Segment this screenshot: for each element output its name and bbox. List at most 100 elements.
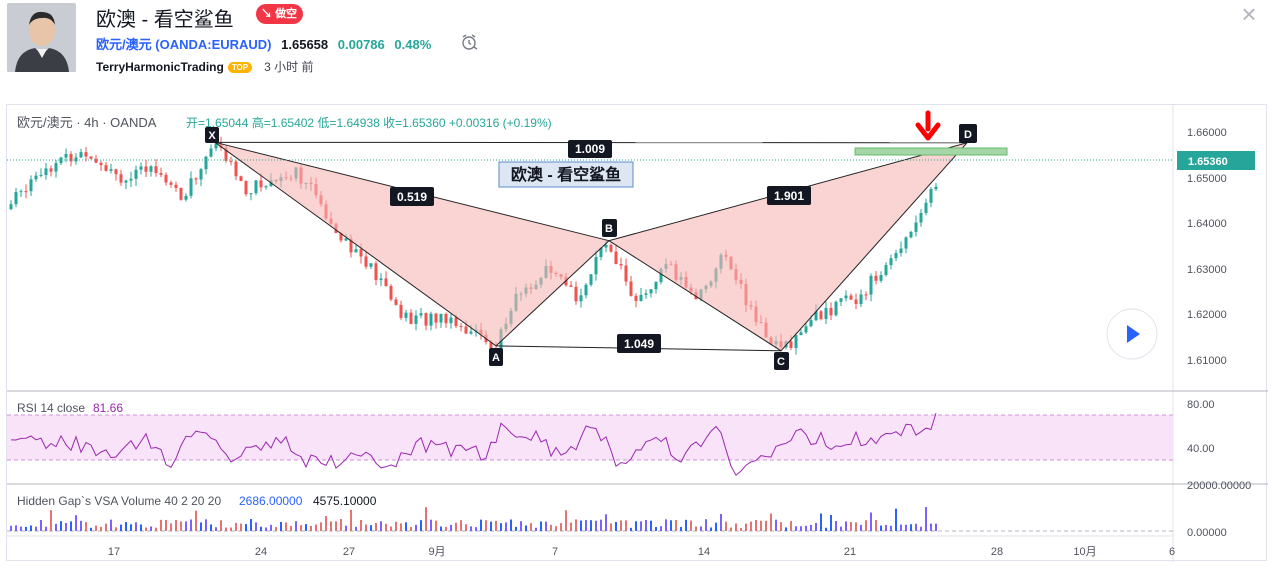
time-tick: 9月 [428,546,445,558]
volume-bar [880,526,882,531]
pattern-triangle-bcd [609,143,967,351]
time-tick: 27 [343,546,355,558]
author-avatar[interactable] [7,3,76,72]
symbol-name-link[interactable]: 欧元/澳元 [96,37,152,52]
volume-bar [735,524,737,531]
volume-bar [125,522,127,531]
price-scale[interactable]: 1.66000 1.65000 1.64000 1.63000 1.62000 … [1177,127,1255,367]
volume-bar [770,514,772,531]
volume-tick: 0.00000 [1187,527,1227,539]
volume-bar [755,520,757,531]
candle-body [100,163,103,165]
candle-body [900,249,903,253]
candle-body [150,166,153,172]
volume-bar [275,527,277,531]
candle-body [935,187,938,189]
volume-bar [20,527,22,531]
volume-bar [660,526,662,531]
volume-bar [185,521,187,531]
candle-body [15,192,18,204]
candle-body [175,185,178,188]
point-label-d-text: D [964,129,972,141]
candle-body [265,186,268,187]
chart-canvas[interactable]: X A B C D 1.009 0.519 1.901 1.049 欧澳 - 看… [7,105,1268,562]
time-tick: 21 [844,546,856,558]
author-name-link[interactable]: TerryHarmonicTrading [96,60,224,74]
candle-body [430,314,433,326]
rsi-band [7,415,1173,460]
volume-bar [620,520,622,531]
candle-body [20,191,23,192]
volume-bar [195,511,197,531]
volume-bar [470,526,472,531]
time-axis[interactable]: 17 24 27 9月 7 14 21 28 10月 6 [108,546,1175,558]
candle-body [65,154,68,158]
candle-body [445,314,448,323]
candle-body [80,152,83,157]
candle-body [35,176,38,180]
volume-bar [165,520,167,531]
volume-bar [905,525,907,531]
candle-body [110,169,113,171]
rsi-value: 81.66 [93,401,123,415]
volume-bar [510,520,512,531]
volume-bar [690,521,692,531]
volume-bar [845,521,847,531]
volume-bar [860,525,862,531]
volume-bar [455,523,457,531]
ratio-bd: 1.901 [767,186,811,205]
candle-body [240,176,243,181]
chart-container[interactable]: X A B C D 1.009 0.519 1.901 1.049 欧澳 - 看… [6,104,1267,561]
alarm-clock-icon[interactable] [460,33,480,51]
point-label-a: A [489,348,503,366]
volume-bar [800,526,802,531]
volume-bar [225,528,227,531]
play-button[interactable] [1107,309,1157,359]
candle-body [385,278,388,286]
volume-bar [80,521,82,531]
candle-body [620,264,623,266]
volume-bar [500,523,502,531]
candle-body [585,285,588,296]
candle-body [615,252,618,264]
volume-value-2: 4575.10000 [313,494,377,508]
point-label-a-text: A [492,352,500,364]
volume-bar [595,521,597,531]
candle-body [450,318,453,324]
candle-body [855,300,858,304]
candle-body [210,148,213,156]
candle-body [575,287,578,301]
candle-body [235,162,238,177]
volume-bar [565,510,567,531]
last-price-tag-text: 1.65360 [1188,156,1228,168]
candle-body [165,175,168,183]
volume-bar [695,526,697,531]
candle-body [355,249,358,252]
candle-body [570,285,573,286]
volume-bar [350,510,352,531]
candle-body [95,159,98,163]
candle-body [825,308,828,319]
volume-bar [915,524,917,531]
pattern-title-box: 欧澳 - 看空鲨鱼 [499,162,633,187]
volume-bar [245,524,247,531]
candle-body [885,265,888,275]
candle-body [435,314,438,323]
candle-body [105,165,108,171]
candle-body [830,308,833,315]
close-icon[interactable]: × [1238,4,1260,26]
candle-body [580,295,583,301]
target-zone[interactable] [855,148,1007,155]
volume-bar [35,527,37,531]
volume-bar [605,514,607,531]
volume-bar [920,527,922,531]
volume-tick: 20000.00000 [1187,480,1251,492]
volume-bar [390,527,392,531]
time-tick: 6 [1169,546,1175,558]
candle-body [595,257,598,274]
volume-bar [870,513,872,531]
volume-bar [480,520,482,531]
volume-bar [235,523,237,531]
volume-bar [570,523,572,531]
symbol-code-link[interactable]: (OANDA:EURAUD) [155,37,271,52]
